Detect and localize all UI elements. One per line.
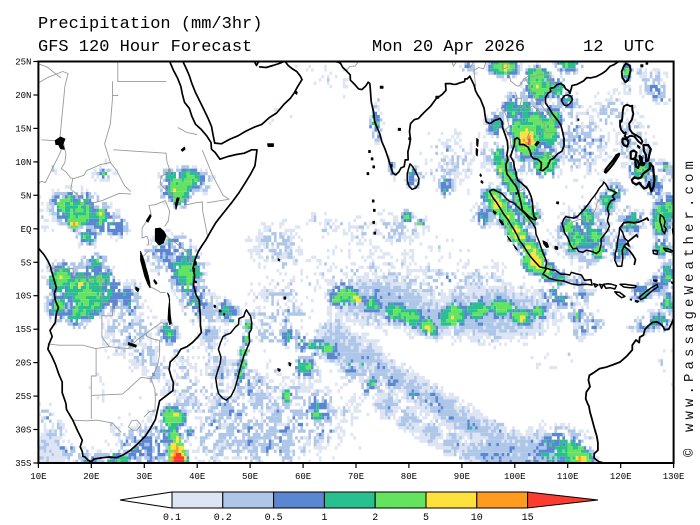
svg-text:25S: 25S <box>15 392 31 402</box>
svg-text:90E: 90E <box>454 472 470 482</box>
svg-text:5N: 5N <box>21 191 32 201</box>
svg-text:30S: 30S <box>15 426 31 436</box>
svg-text:35S: 35S <box>15 459 31 469</box>
svg-text:10: 10 <box>471 513 483 524</box>
svg-text:50E: 50E <box>242 472 258 482</box>
svg-text:130E: 130E <box>663 472 685 482</box>
svg-text:15S: 15S <box>15 325 31 335</box>
svg-text:Mon 20 Apr 2026: Mon 20 Apr 2026 <box>372 38 525 57</box>
svg-text:10S: 10S <box>15 292 31 302</box>
svg-text:25N: 25N <box>15 58 31 68</box>
svg-text:10E: 10E <box>30 472 46 482</box>
svg-text:0.1: 0.1 <box>163 513 181 524</box>
svg-text:20E: 20E <box>83 472 99 482</box>
svg-text:2: 2 <box>372 513 378 524</box>
svg-text:20N: 20N <box>15 91 31 101</box>
svg-text:70E: 70E <box>348 472 364 482</box>
svg-text:GFS 120 Hour Forecast: GFS 120 Hour Forecast <box>38 38 252 57</box>
svg-text:0.5: 0.5 <box>265 513 283 524</box>
svg-text:120E: 120E <box>610 472 632 482</box>
svg-text:5S: 5S <box>21 258 32 268</box>
svg-text:15N: 15N <box>15 124 31 134</box>
svg-text:15: 15 <box>522 513 534 524</box>
svg-text:100E: 100E <box>504 472 526 482</box>
svg-text:20S: 20S <box>15 359 31 369</box>
svg-text:Precipitation (mm/3hr): Precipitation (mm/3hr) <box>38 15 262 34</box>
svg-text:40E: 40E <box>189 472 205 482</box>
svg-text:EQ: EQ <box>21 225 32 235</box>
svg-text:5: 5 <box>423 513 429 524</box>
svg-text:© www.PassageWeather.com: © www.PassageWeather.com <box>682 157 698 457</box>
svg-text:0.2: 0.2 <box>214 513 232 524</box>
svg-text:12 UTC: 12 UTC <box>583 38 654 57</box>
svg-text:30E: 30E <box>136 472 152 482</box>
svg-text:1: 1 <box>321 513 327 524</box>
svg-text:80E: 80E <box>401 472 417 482</box>
svg-text:110E: 110E <box>557 472 579 482</box>
svg-text:10N: 10N <box>15 158 31 168</box>
svg-text:60E: 60E <box>295 472 311 482</box>
